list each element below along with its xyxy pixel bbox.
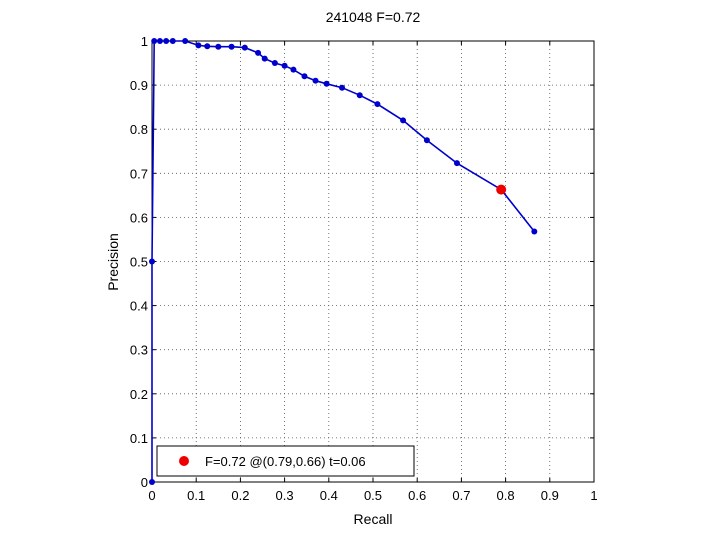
- data-point: [195, 42, 202, 49]
- data-point: [312, 77, 319, 84]
- x-tick-label: 0.9: [541, 488, 559, 503]
- x-tick-label: 0.3: [276, 488, 294, 503]
- best-f-point: [496, 184, 507, 195]
- axis-ticks: 0 0.1 0.2 0.3 0.4 0.5 0.6 0.7 0.8 0.9 1 0 0.1 0.2 0.3 0…: [130, 34, 598, 503]
- y-tick-label: 0.4: [130, 299, 148, 314]
- y-tick-label: 0.7: [130, 166, 148, 181]
- data-point: [374, 101, 381, 108]
- y-tick-label: 0.9: [130, 78, 148, 93]
- x-tick-label: 0.5: [364, 488, 382, 503]
- data-point: [169, 38, 176, 44]
- data-point: [228, 43, 235, 50]
- data-point: [182, 38, 189, 44]
- data-point: [290, 66, 297, 73]
- x-axis-title: Recall: [354, 511, 393, 527]
- series-line: [151, 40, 535, 482]
- legend-box: [156, 445, 415, 477]
- data-point: [215, 43, 222, 50]
- y-axis-title: Precision: [105, 233, 121, 291]
- x-tick-label: 0.6: [408, 488, 426, 503]
- y-tick-label: 0.5: [130, 255, 148, 270]
- data-point: [149, 258, 155, 265]
- x-tick-label: 1: [590, 488, 597, 503]
- x-tick-label: 0.2: [231, 488, 249, 503]
- chart-title: 241048 F=0.72: [326, 9, 421, 25]
- x-tick-label: 0.7: [452, 488, 470, 503]
- data-point: [156, 38, 163, 44]
- legend: F=0.72 @(0.79,0.66) t=0.06: [156, 445, 415, 477]
- data-point: [149, 479, 155, 485]
- data-point: [255, 49, 262, 56]
- y-tick-label: 0.2: [130, 387, 148, 402]
- legend-marker: [179, 456, 189, 466]
- y-tick-label: 0.1: [130, 431, 148, 446]
- data-point: [151, 38, 158, 44]
- legend-label: F=0.72 @(0.79,0.66) t=0.06: [205, 454, 366, 469]
- y-tick-label: 0.6: [130, 210, 148, 225]
- data-point: [323, 80, 330, 87]
- data-point: [241, 44, 248, 51]
- x-tick-label: 0.8: [497, 488, 515, 503]
- data-point: [531, 228, 538, 235]
- x-tick-label: 0: [148, 488, 155, 503]
- data-point: [261, 55, 268, 62]
- data-point: [356, 92, 363, 99]
- grid: [152, 41, 594, 482]
- data-point: [271, 60, 278, 67]
- data-point: [204, 43, 211, 50]
- x-tick-label: 0.4: [320, 488, 338, 503]
- data-point: [453, 160, 460, 167]
- y-tick-label: 0.3: [130, 343, 148, 358]
- y-tick-label: 0.8: [130, 122, 148, 137]
- data-point: [301, 73, 308, 80]
- data-point: [163, 38, 170, 44]
- data-point: [423, 137, 430, 144]
- y-tick-label: 1: [141, 34, 148, 49]
- y-tick-label: 0: [141, 475, 148, 490]
- x-tick-label: 0.1: [187, 488, 205, 503]
- data-point: [281, 62, 288, 69]
- data-point: [400, 117, 407, 124]
- series-group: [149, 38, 538, 485]
- data-point: [339, 84, 346, 91]
